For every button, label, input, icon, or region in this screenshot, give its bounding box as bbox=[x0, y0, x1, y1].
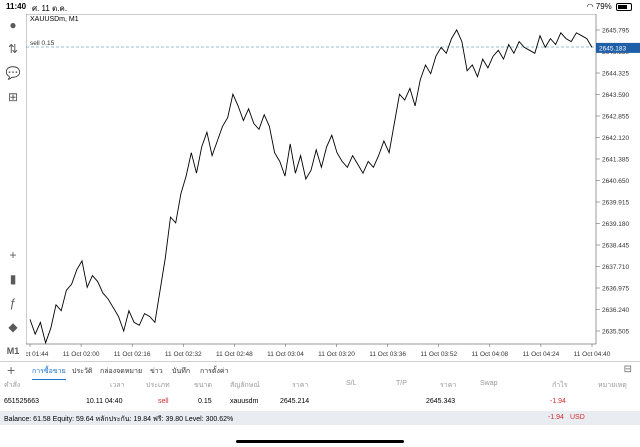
bottom-tabs: + การซื้อขาย ประวัติ กล่องจดหมาย ข่าว บั… bbox=[0, 361, 640, 380]
header-price: ราคา bbox=[292, 382, 309, 389]
tab-settings[interactable]: การตั้งค่า bbox=[200, 368, 229, 375]
new-order-icon[interactable]: ⊞ bbox=[7, 90, 19, 104]
row-profit: -1.94 bbox=[550, 398, 566, 405]
row-price: 2645.214 bbox=[280, 398, 310, 405]
order-line-label: sell 0.15 bbox=[30, 40, 55, 47]
header-order: คำสั่ง bbox=[4, 382, 21, 389]
timeframe-button[interactable]: M1 bbox=[6, 346, 20, 356]
balance-total: -1.94 bbox=[548, 414, 564, 421]
price-line bbox=[29, 28, 593, 345]
tab-history[interactable]: ประวัติ bbox=[72, 368, 93, 375]
price-label: 2640.650 bbox=[602, 178, 629, 185]
header-time: เวลา bbox=[110, 382, 125, 389]
balance-currency: USD bbox=[570, 414, 585, 421]
status-right: ◠ 79% bbox=[587, 2, 632, 11]
header-comment: หมายเหตุ bbox=[598, 382, 627, 389]
battery-icon bbox=[616, 2, 632, 11]
chat-icon[interactable]: 💬 bbox=[5, 66, 21, 80]
crosshair-icon[interactable]: + bbox=[9, 248, 17, 262]
price-label: 2637.710 bbox=[602, 264, 629, 271]
price-label: 2636.975 bbox=[602, 286, 629, 293]
header-current-price: ราคา bbox=[440, 382, 457, 389]
time-label: 11 Oct 02:16 bbox=[114, 351, 151, 358]
time-label: 11 Oct 01:44 bbox=[26, 351, 49, 358]
price-label: 2639.180 bbox=[602, 221, 629, 228]
price-chart[interactable]: 2645.7952645.3302644.3252643.5902642.855… bbox=[26, 14, 640, 360]
header-type: ประเภท bbox=[146, 382, 170, 389]
row-symbol: xauusdm bbox=[230, 398, 259, 405]
time-label: 11 Oct 04:24 bbox=[523, 351, 560, 358]
trade-icon[interactable]: ⇅ bbox=[7, 42, 19, 56]
time-label: 11 Oct 02:00 bbox=[63, 351, 100, 358]
time-label: 11 Oct 04:40 bbox=[574, 351, 611, 358]
price-label: 2644.325 bbox=[602, 71, 629, 78]
balance-text: Balance: 61.58 Equity: 59.64 หลักประกัน:… bbox=[4, 416, 234, 423]
price-label: 2636.240 bbox=[602, 307, 629, 314]
price-label: 2642.855 bbox=[602, 114, 629, 121]
row-current-price: 2645.343 bbox=[426, 398, 456, 405]
row-type: sell bbox=[158, 398, 169, 405]
order-ticket-icon[interactable]: ⊟ bbox=[623, 364, 632, 375]
balance-bar: Balance: 61.58 Equity: 59.64 หลักประกัน:… bbox=[0, 411, 640, 425]
time-label: 11 Oct 03:36 bbox=[369, 351, 406, 358]
price-label: 2639.915 bbox=[602, 200, 629, 207]
price-label: 2645.795 bbox=[602, 28, 629, 35]
header-swap: Swap bbox=[480, 380, 498, 387]
add-icon[interactable]: + bbox=[7, 362, 16, 378]
tab-mailbox[interactable]: กล่องจดหมาย bbox=[100, 368, 143, 375]
row-order: 651525663 bbox=[4, 398, 40, 405]
status-date: ศ. 11 ต.ค. bbox=[32, 4, 68, 13]
header-size: ขนาด bbox=[194, 382, 213, 389]
left-toolbar: ● ⇅ 💬 ⊞ + ▮ ƒ ◆ M1 bbox=[0, 14, 26, 356]
time-label: 11 Oct 03:52 bbox=[420, 351, 457, 358]
tab-news[interactable]: ข่าว bbox=[150, 368, 163, 375]
price-label: 2642.120 bbox=[602, 135, 629, 142]
battery-percent: 79% bbox=[595, 2, 612, 11]
time-label: 11 Oct 03:04 bbox=[267, 351, 304, 358]
time-label: 11 Oct 02:32 bbox=[165, 351, 202, 358]
header-symbol: สัญลักษณ์ bbox=[230, 382, 260, 389]
home-indicator bbox=[236, 440, 404, 443]
row-size: 0.15 bbox=[198, 398, 212, 405]
price-label: 2641.385 bbox=[602, 157, 629, 164]
plot-frame bbox=[26, 14, 597, 345]
wifi-icon: ◠ bbox=[586, 2, 594, 11]
price-label: 2638.445 bbox=[602, 243, 629, 250]
chart-symbol: XAUUSDm, M1 bbox=[30, 16, 79, 23]
tab-journal[interactable]: บันทึก bbox=[172, 368, 191, 375]
price-label: 2643.590 bbox=[602, 92, 629, 99]
time-label: 11 Oct 03:20 bbox=[318, 351, 355, 358]
time-label: 11 Oct 02:48 bbox=[216, 351, 253, 358]
status-time: 11:40 bbox=[6, 2, 27, 11]
objects-icon[interactable]: ◆ bbox=[8, 320, 18, 334]
row-time: 10.11 04:40 bbox=[86, 398, 123, 405]
header-profit: กำไร bbox=[552, 382, 568, 389]
price-label: 2635.505 bbox=[602, 329, 629, 336]
header-sl: S/L bbox=[346, 380, 357, 387]
account-icon[interactable]: ● bbox=[9, 18, 17, 32]
header-tp: T/P bbox=[396, 380, 407, 387]
candles-icon[interactable]: ▮ bbox=[9, 272, 17, 286]
indicators-icon[interactable]: ƒ bbox=[9, 296, 17, 310]
tab-trade[interactable]: การซื้อขาย bbox=[32, 366, 66, 380]
current-price-tag bbox=[596, 42, 640, 53]
current-price-label: 2645.183 bbox=[599, 45, 626, 52]
status-bar: 11:40 ศ. 11 ต.ค. ◠ 79% bbox=[0, 0, 640, 14]
time-label: 11 Oct 04:08 bbox=[471, 351, 508, 358]
